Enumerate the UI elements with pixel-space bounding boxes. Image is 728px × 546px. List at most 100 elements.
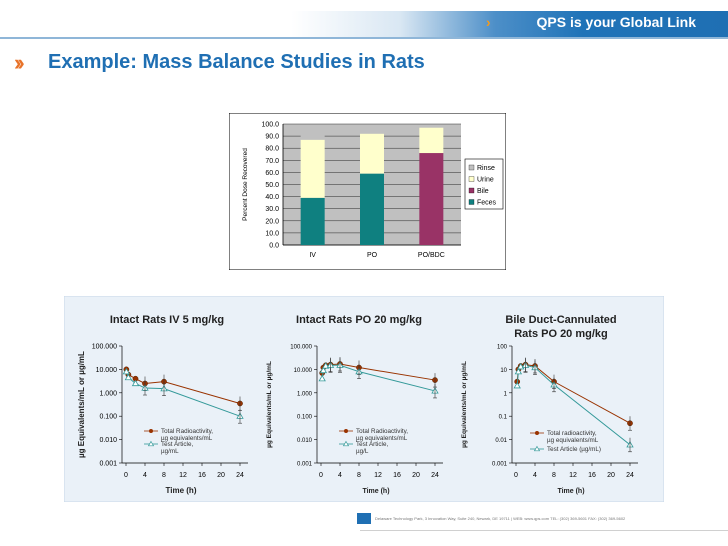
x-axis-title: Time (h) xyxy=(362,488,389,495)
bar-bile xyxy=(419,153,444,245)
bar-urine xyxy=(419,127,444,154)
header-divider xyxy=(0,37,728,39)
legend-label: Total Radioactivity, xyxy=(356,428,408,435)
x-tick-label: 12 xyxy=(569,472,577,479)
bar-urine xyxy=(360,133,384,174)
y-tick-label: 0.0 xyxy=(269,243,279,250)
x-tick-label: 20 xyxy=(412,472,420,479)
page-title: Example: Mass Balance Studies in Rats xyxy=(48,51,425,73)
x-tick-label: 4 xyxy=(533,472,537,479)
data-point-article xyxy=(131,379,140,387)
legend-label: Test Article, xyxy=(356,441,388,448)
y-axis-title: µg Equivalents/mL or µg/mL xyxy=(461,361,468,448)
y-tick-label: 1.000 xyxy=(99,390,117,397)
bar-feces xyxy=(300,197,325,245)
x-tick-label: 8 xyxy=(357,472,361,479)
line-chart-1: Intact Rats IV 5 mg/kg 0.001 0.010 0.100 1.0… xyxy=(77,314,248,495)
y-tick-label: 40.0 xyxy=(265,194,279,201)
x-tick-label: 12 xyxy=(179,472,187,479)
x-tick-label: PO xyxy=(367,252,378,259)
bar-rinse xyxy=(419,126,444,128)
y-tick-label: 80.0 xyxy=(265,146,279,153)
mass-balance-bar-chart: 0.0 10.0 20.0 30.0 40.0 50.0 60.0 70.0 80.0 90.0 1… xyxy=(229,113,506,270)
y-tick-label: 1.000 xyxy=(297,391,313,397)
x-tick-label: 24 xyxy=(236,472,244,479)
company-logo xyxy=(357,513,371,524)
chart-title: Intact Rats IV 5 mg/kg xyxy=(110,314,224,326)
x-tick-label: 0 xyxy=(319,472,323,479)
data-point-article xyxy=(318,374,326,382)
y-tick-label: 0.1 xyxy=(499,415,508,421)
legend-label: Rinse xyxy=(477,165,495,172)
y-axis-title: µg Equivalents/mL or µg/mL xyxy=(77,351,86,458)
y-tick-label: 60.0 xyxy=(265,170,279,177)
legend-label: µg equivalents/mL xyxy=(356,435,408,442)
y-axis-title: µg Equivalents/mL or µg/mL xyxy=(266,361,273,448)
legend-label: Total Radioactivity, xyxy=(161,428,213,435)
legend-marker xyxy=(147,440,155,447)
panel-background xyxy=(64,296,664,502)
header-gradient xyxy=(0,11,728,37)
legend-label: Test Article (µg/mL) xyxy=(547,446,601,453)
data-point-article xyxy=(124,373,133,381)
chart-title: Intact Rats PO 20 mg/kg xyxy=(296,314,422,326)
x-tick-label: 0 xyxy=(514,472,518,479)
header-tagline: QPS is your Global Link xyxy=(536,14,696,30)
y-axis-title: Percent Dose Recovered xyxy=(242,148,249,221)
x-tick-label: 4 xyxy=(143,472,147,479)
y-tick-label: 70.0 xyxy=(265,158,279,165)
legend-marker xyxy=(149,429,153,433)
data-point-article xyxy=(319,366,328,374)
y-tick-label: 0.001 xyxy=(99,461,117,468)
y-tick-label: 0.100 xyxy=(297,415,313,421)
legend-label: Total radioactivity, xyxy=(547,430,597,437)
x-axis-title: Time (h) xyxy=(166,486,197,495)
chevron-right-icon: › xyxy=(486,14,491,30)
y-tick-label: 1 xyxy=(504,391,508,397)
legend-swatch xyxy=(468,164,475,171)
x-tick-label: IV xyxy=(309,252,316,259)
y-tick-label: 0.001 xyxy=(297,462,313,468)
x-tick-label: 16 xyxy=(198,472,206,479)
y-tick-label: 10.000 xyxy=(294,368,313,374)
y-tick-label: 100.000 xyxy=(92,344,117,351)
y-tick-label: 0.100 xyxy=(99,414,117,421)
legend-marker xyxy=(342,440,350,447)
y-tick-label: 50.0 xyxy=(265,182,279,189)
line-chart-2: Intact Rats PO 20 mg/kg 0.001 0.010 0.100 1.… xyxy=(266,314,443,495)
x-tick-label: 20 xyxy=(217,472,225,479)
bar-feces xyxy=(360,173,384,245)
legend-label: µg/L xyxy=(356,448,369,455)
chart-title: Rats PO 20 mg/kg xyxy=(514,328,608,340)
header-bar: › QPS is your Global Link xyxy=(0,0,728,37)
data-point-article xyxy=(514,367,523,375)
y-tick-label: 100 xyxy=(497,345,508,351)
legend-label: Bile xyxy=(477,188,489,195)
y-tick-label: 0.01 xyxy=(495,438,507,444)
y-tick-label: 0.010 xyxy=(99,437,117,444)
x-tick-label: PO/BDC xyxy=(418,252,445,259)
legend-label: µg equivalents/mL xyxy=(547,437,599,444)
line-chart-3: Bile Duct-Cannulated Rats PO 20 mg/kg 0.00… xyxy=(461,314,638,495)
bar-rinse xyxy=(300,132,325,140)
legend-label: µg equivalents/mL xyxy=(161,435,213,442)
x-tick-label: 16 xyxy=(588,472,596,479)
y-tick-label: 20.0 xyxy=(265,218,279,225)
x-tick-label: 16 xyxy=(393,472,401,479)
y-tick-label: 90.0 xyxy=(265,134,279,141)
x-tick-label: 24 xyxy=(626,472,634,479)
legend-marker xyxy=(533,445,541,452)
x-tick-label: 4 xyxy=(338,472,342,479)
legend-swatch xyxy=(468,187,475,194)
x-tick-label: 8 xyxy=(162,472,166,479)
y-tick-label: 0.001 xyxy=(492,462,508,468)
x-tick-label: 20 xyxy=(607,472,615,479)
legend-marker xyxy=(535,431,539,435)
data-point-article xyxy=(322,362,330,369)
legend-label: µg/mL xyxy=(161,448,179,455)
y-tick-label: 100.000 xyxy=(290,345,312,351)
y-tick-label: 10 xyxy=(500,368,507,374)
legend-swatch xyxy=(468,199,475,205)
y-tick-label: 0.010 xyxy=(297,438,313,444)
legend-label: Test Article, xyxy=(161,441,193,448)
